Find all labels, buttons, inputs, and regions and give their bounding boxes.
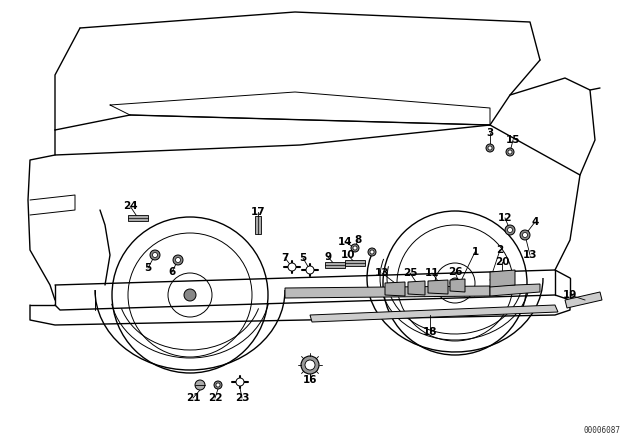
Text: 23: 23 xyxy=(235,393,249,403)
Text: 4: 4 xyxy=(531,217,539,227)
Text: 7: 7 xyxy=(282,253,289,263)
Text: 5: 5 xyxy=(300,253,307,263)
Circle shape xyxy=(175,258,180,263)
Circle shape xyxy=(351,244,359,252)
Text: 18: 18 xyxy=(423,327,437,337)
Circle shape xyxy=(488,146,492,150)
Polygon shape xyxy=(128,215,148,221)
Circle shape xyxy=(184,289,196,301)
Text: 15: 15 xyxy=(506,135,520,145)
Circle shape xyxy=(305,360,315,370)
Polygon shape xyxy=(450,279,465,292)
Text: 3: 3 xyxy=(486,128,493,138)
Circle shape xyxy=(486,144,494,152)
Text: 13: 13 xyxy=(375,268,389,278)
Circle shape xyxy=(150,250,160,260)
Circle shape xyxy=(520,230,530,240)
Circle shape xyxy=(505,225,515,235)
Text: 14: 14 xyxy=(338,237,352,247)
Circle shape xyxy=(216,383,220,387)
Polygon shape xyxy=(428,280,448,294)
Circle shape xyxy=(214,381,222,389)
Text: 6: 6 xyxy=(168,267,175,277)
Circle shape xyxy=(173,255,183,265)
Circle shape xyxy=(353,246,357,250)
Circle shape xyxy=(522,233,527,237)
Text: 9: 9 xyxy=(324,252,332,262)
Text: 16: 16 xyxy=(303,375,317,385)
Text: 26: 26 xyxy=(448,267,462,277)
Text: 11: 11 xyxy=(425,268,439,278)
Circle shape xyxy=(301,356,319,374)
Polygon shape xyxy=(408,281,425,295)
Circle shape xyxy=(306,266,314,274)
Polygon shape xyxy=(385,282,405,296)
Text: 00006087: 00006087 xyxy=(583,426,620,435)
Polygon shape xyxy=(255,216,261,234)
Text: 5: 5 xyxy=(145,263,152,273)
Circle shape xyxy=(152,253,157,258)
Polygon shape xyxy=(490,270,515,287)
Text: 2: 2 xyxy=(497,245,504,255)
Circle shape xyxy=(508,150,512,154)
Circle shape xyxy=(450,278,460,288)
Text: 19: 19 xyxy=(563,290,577,300)
Circle shape xyxy=(368,248,376,256)
Circle shape xyxy=(236,378,244,386)
Circle shape xyxy=(508,228,513,233)
Polygon shape xyxy=(490,284,540,296)
Text: 13: 13 xyxy=(523,250,537,260)
Polygon shape xyxy=(285,286,490,298)
Circle shape xyxy=(288,263,296,271)
Text: 22: 22 xyxy=(208,393,222,403)
Circle shape xyxy=(370,250,374,254)
Text: 25: 25 xyxy=(403,268,417,278)
Circle shape xyxy=(195,380,205,390)
Text: 17: 17 xyxy=(251,207,266,217)
Text: 12: 12 xyxy=(498,213,512,223)
Polygon shape xyxy=(310,305,558,322)
Text: 24: 24 xyxy=(123,201,138,211)
Text: 20: 20 xyxy=(495,257,509,267)
Circle shape xyxy=(506,148,514,156)
Polygon shape xyxy=(325,262,345,268)
Polygon shape xyxy=(565,292,602,308)
Text: 10: 10 xyxy=(340,250,355,260)
Text: 1: 1 xyxy=(472,247,479,257)
Polygon shape xyxy=(345,260,365,266)
Text: 8: 8 xyxy=(355,235,362,245)
Text: 21: 21 xyxy=(186,393,200,403)
